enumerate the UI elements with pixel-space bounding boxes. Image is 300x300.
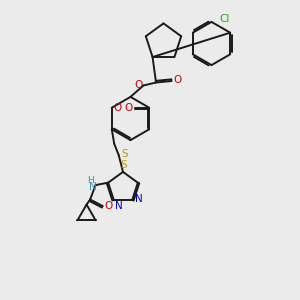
Text: Cl: Cl (219, 14, 229, 24)
Text: O: O (173, 75, 181, 85)
Text: S: S (122, 148, 128, 159)
Text: N: N (116, 200, 123, 211)
Text: N: N (89, 182, 97, 192)
Text: O: O (134, 80, 142, 91)
Text: H: H (87, 176, 94, 185)
Text: O: O (105, 201, 113, 211)
Text: O: O (114, 103, 122, 113)
Text: S: S (120, 160, 127, 170)
Text: O: O (125, 103, 133, 113)
Text: N: N (135, 194, 142, 204)
